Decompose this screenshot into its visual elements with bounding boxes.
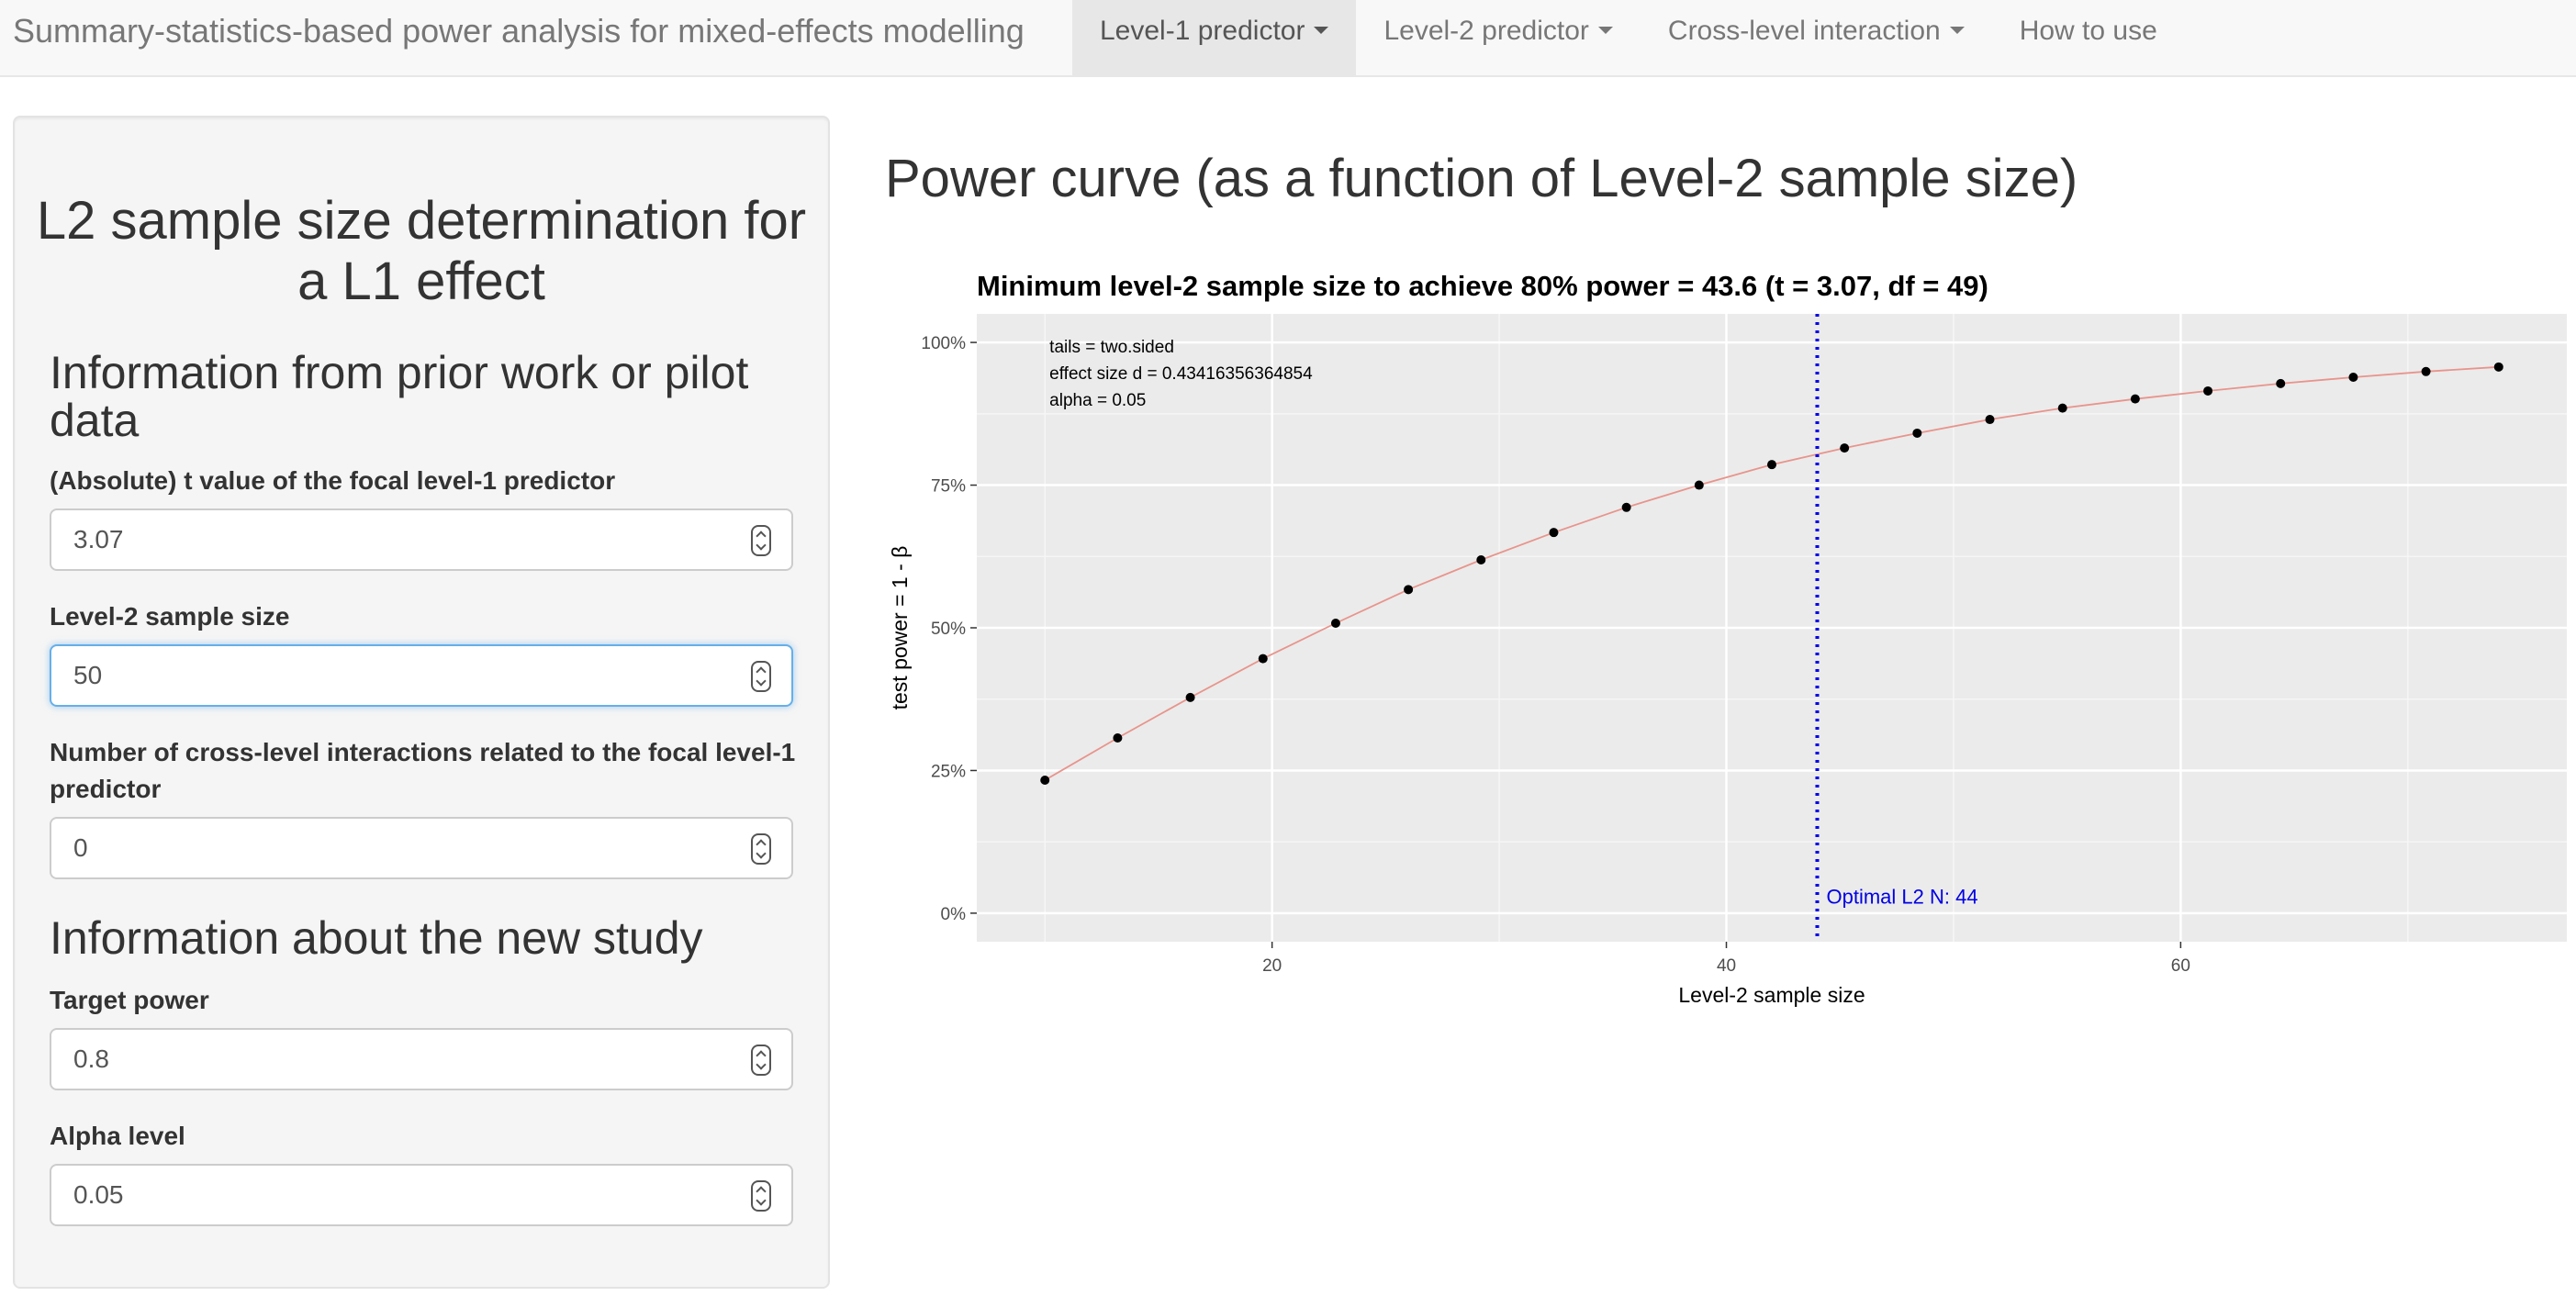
- t-value-label: (Absolute) t value of the focal level-1 …: [50, 466, 616, 495]
- alpha-level-field[interactable]: [50, 1164, 793, 1226]
- navbar: Summary-statistics-based power analysis …: [0, 0, 2576, 77]
- spinner-icon[interactable]: [751, 525, 771, 556]
- x-tick-label: 20: [1262, 956, 1282, 976]
- data-point: [1549, 528, 1559, 538]
- caret-down-icon: [1949, 27, 1965, 35]
- x-tick-label: 60: [2171, 956, 2190, 976]
- data-point: [1694, 480, 1704, 490]
- chart-annotation: tails = two.sided: [1049, 338, 1174, 357]
- cross-level-field[interactable]: [50, 817, 793, 879]
- l2-sample-size-label: Level-2 sample size: [50, 602, 290, 631]
- y-axis-label: test power = 1 - β: [888, 546, 912, 710]
- data-point: [1113, 733, 1123, 743]
- nav-how-to-use[interactable]: How to use: [1992, 0, 2185, 77]
- x-axis-label: Level-2 sample size: [1678, 983, 1865, 1007]
- y-tick-label: 50%: [931, 620, 966, 639]
- data-point: [2130, 394, 2140, 404]
- optimal-n-label: Optimal L2 N: 44: [1826, 885, 1977, 908]
- y-tick-label: 100%: [921, 334, 966, 353]
- data-point: [1185, 692, 1195, 702]
- alpha-level-input[interactable]: [73, 1166, 716, 1224]
- chart-annotation: alpha = 0.05: [1049, 391, 1146, 410]
- data-point: [1476, 555, 1486, 565]
- data-point: [2203, 385, 2213, 396]
- nav-label: How to use: [2019, 16, 2157, 46]
- spinner-icon[interactable]: [751, 1180, 771, 1212]
- data-point: [1404, 585, 1414, 595]
- section-prior-work: Information from prior work or pilot dat…: [50, 347, 749, 446]
- data-point: [2348, 373, 2358, 383]
- chart-title: Minimum level-2 sample size to achieve 8…: [977, 270, 1988, 302]
- y-tick-label: 75%: [931, 477, 966, 497]
- power-curve-plot: Minimum level-2 sample size to achieve 8…: [885, 255, 2570, 1012]
- cross-level-input[interactable]: [73, 819, 716, 877]
- target-power-input[interactable]: [73, 1030, 716, 1089]
- t-value-field[interactable]: [50, 508, 793, 571]
- spinner-icon[interactable]: [751, 661, 771, 692]
- nav-menu: Level-1 predictor Level-2 predictor Cros…: [1072, 0, 2185, 77]
- target-power-label: Target power: [50, 986, 209, 1014]
- nav-level1-predictor[interactable]: Level-1 predictor: [1072, 0, 1357, 77]
- sidebar-panel: L2 sample size determination for a L1 ef…: [13, 116, 830, 1289]
- nav-cross-level-interaction[interactable]: Cross-level interaction: [1641, 0, 1992, 77]
- data-point: [1040, 776, 1050, 786]
- caret-down-icon: [1314, 27, 1329, 35]
- main-title: Power curve (as a function of Level-2 sa…: [885, 149, 2078, 208]
- t-value-input[interactable]: [73, 510, 716, 569]
- data-point: [1258, 654, 1268, 664]
- section-new-study: Information about the new study: [50, 912, 703, 964]
- y-tick-label: 0%: [941, 905, 967, 924]
- l2-sample-size-input[interactable]: [73, 646, 716, 705]
- spinner-icon[interactable]: [751, 1045, 771, 1076]
- data-point: [1840, 443, 1850, 453]
- nav-label: Cross-level interaction: [1667, 16, 1941, 46]
- data-point: [1621, 502, 1631, 512]
- data-point: [2057, 403, 2067, 413]
- target-power-field[interactable]: [50, 1028, 793, 1090]
- spinner-icon[interactable]: [751, 833, 771, 865]
- data-point: [2276, 378, 2286, 388]
- nav-label: Level-2 predictor: [1383, 16, 1589, 46]
- app-brand[interactable]: Summary-statistics-based power analysis …: [13, 12, 1025, 50]
- caret-down-icon: [1597, 27, 1613, 35]
- data-point: [1985, 415, 1995, 425]
- chart-annotation: effect size d = 0.43416356364854: [1049, 364, 1313, 384]
- data-point: [1767, 460, 1776, 470]
- data-point: [2493, 362, 2503, 372]
- y-tick-label: 25%: [931, 762, 966, 781]
- power-curve-chart: Minimum level-2 sample size to achieve 8…: [888, 270, 2567, 1007]
- x-tick-label: 40: [1717, 956, 1736, 976]
- nav-label: Level-1 predictor: [1100, 16, 1305, 46]
- data-point: [2421, 366, 2431, 376]
- data-point: [1330, 619, 1340, 629]
- sidebar-title: L2 sample size determination for a L1 ef…: [36, 191, 807, 311]
- l2-sample-size-field[interactable]: [50, 644, 793, 707]
- cross-level-label: Number of cross-level interactions relat…: [50, 738, 796, 803]
- nav-level2-predictor[interactable]: Level-2 predictor: [1356, 0, 1640, 77]
- alpha-level-label: Alpha level: [50, 1122, 185, 1150]
- data-point: [1912, 428, 1922, 438]
